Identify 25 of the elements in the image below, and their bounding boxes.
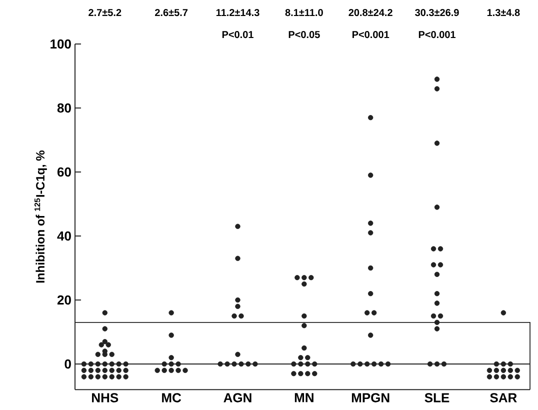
y-tick-label: 80 [57, 103, 71, 113]
y-tick-label: 20 [57, 295, 71, 305]
x-tick-label: MPGN [352, 393, 390, 402]
text: P<0.05 [288, 31, 320, 38]
x-tick-label: NHS [92, 393, 118, 402]
text: 20.8±24.2 [348, 9, 392, 16]
text: P<0.01 [222, 31, 254, 38]
y-tick-label: 0 [64, 359, 71, 369]
text: P<0.001 [418, 31, 456, 38]
y-tick-label: 60 [57, 167, 71, 177]
text: 2.6±5.7 [155, 9, 188, 16]
text: 30.3±26.9 [415, 9, 459, 16]
x-tick-label: SAR [490, 393, 517, 402]
x-tick-label: AGN [224, 393, 252, 402]
text: 2.7±5.2 [88, 9, 122, 16]
x-tick-label: MC [162, 393, 182, 402]
text: P<0.001 [352, 31, 390, 38]
y-tick-label: 40 [57, 231, 71, 241]
text: 8.1±11.0 [285, 9, 323, 16]
y-axis-title: Inhibition of $^{125}$I-C1q, % [34, 150, 47, 283]
x-tick-label: MN [294, 393, 314, 402]
text: 1.3±4.8 [487, 9, 520, 16]
text: 11.2±14.3 [216, 9, 260, 16]
y-tick-label: 100 [50, 39, 71, 49]
x-tick-label: SLE [424, 393, 450, 402]
